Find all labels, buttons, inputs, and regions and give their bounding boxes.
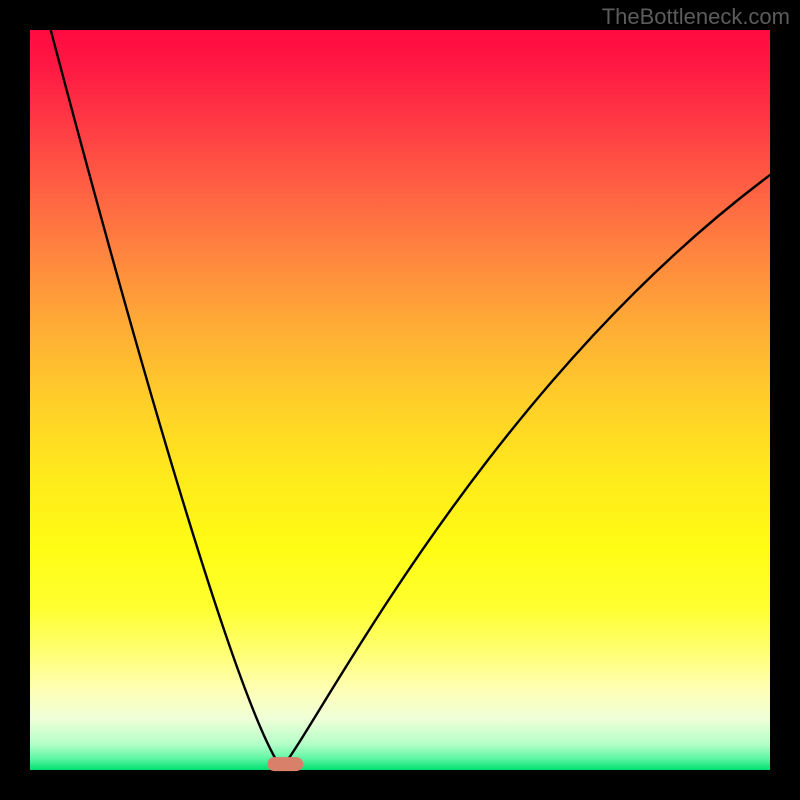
bottleneck-chart (0, 0, 800, 800)
watermark-text: TheBottleneck.com (602, 4, 790, 30)
optimal-marker (267, 757, 303, 771)
gradient-fill (30, 30, 770, 770)
chart-container: TheBottleneck.com (0, 0, 800, 800)
